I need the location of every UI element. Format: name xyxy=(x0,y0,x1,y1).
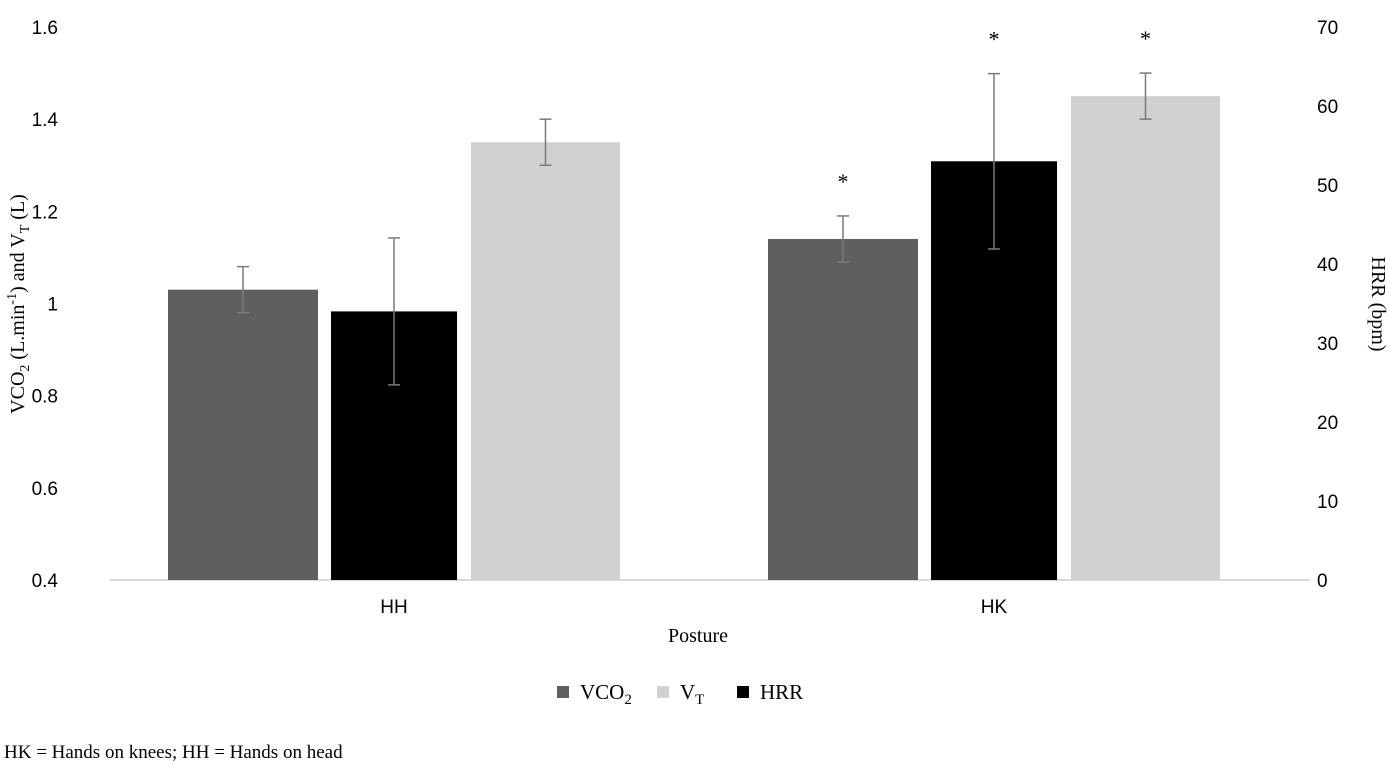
x-tick-label: HH xyxy=(380,597,407,618)
y-right-tick-label: 30 xyxy=(1317,334,1338,355)
y-right-tick-label: 40 xyxy=(1317,255,1338,276)
y-right-tick-label: 0 xyxy=(1317,571,1328,592)
footnote: HK = Hands on knees; HH = Hands on head xyxy=(4,742,343,763)
legend-swatch xyxy=(737,686,749,698)
y-left-tick-label: 0.4 xyxy=(32,571,59,592)
legend-label: VCO2 xyxy=(580,680,632,708)
legend: VCO2 VT HRR xyxy=(557,680,803,708)
y-axis-right-title: HRR (bpm) xyxy=(1367,257,1389,352)
y-left-tick-label: 0.6 xyxy=(32,479,58,500)
bar-vt-hk xyxy=(1071,96,1220,580)
y-right-tick-label: 50 xyxy=(1317,176,1338,197)
legend-label: VT xyxy=(680,680,704,708)
y-right-tick-label: 10 xyxy=(1317,492,1338,513)
y-right-tick-label: 20 xyxy=(1317,413,1338,434)
y-left-tick-label: 1.4 xyxy=(32,110,59,131)
y-left-tick-label: 1.6 xyxy=(32,18,58,39)
y-right-tick-label: 70 xyxy=(1317,18,1338,39)
y-left-tick-label: 1 xyxy=(47,295,58,316)
x-axis-title: Posture xyxy=(668,625,728,647)
significance-marker: * xyxy=(989,27,1000,52)
significance-marker: * xyxy=(838,169,849,194)
y-axis-left-title: VCO2 (L.min-1) and VT (L) xyxy=(5,194,33,414)
y-right-tick-label: 60 xyxy=(1317,97,1338,118)
legend-label: HRR xyxy=(760,680,803,704)
bar-vco2-hh xyxy=(168,289,318,580)
bar-vco2-hk xyxy=(768,238,918,580)
bar-vt-hh xyxy=(471,142,620,581)
y-left-tick-label: 1.2 xyxy=(32,202,58,223)
y-left-tick-label: 0.8 xyxy=(32,387,58,408)
legend-swatch xyxy=(557,686,569,698)
significance-marker: * xyxy=(1140,26,1151,51)
x-tick-label: HK xyxy=(981,597,1008,618)
legend-swatch xyxy=(657,686,669,698)
